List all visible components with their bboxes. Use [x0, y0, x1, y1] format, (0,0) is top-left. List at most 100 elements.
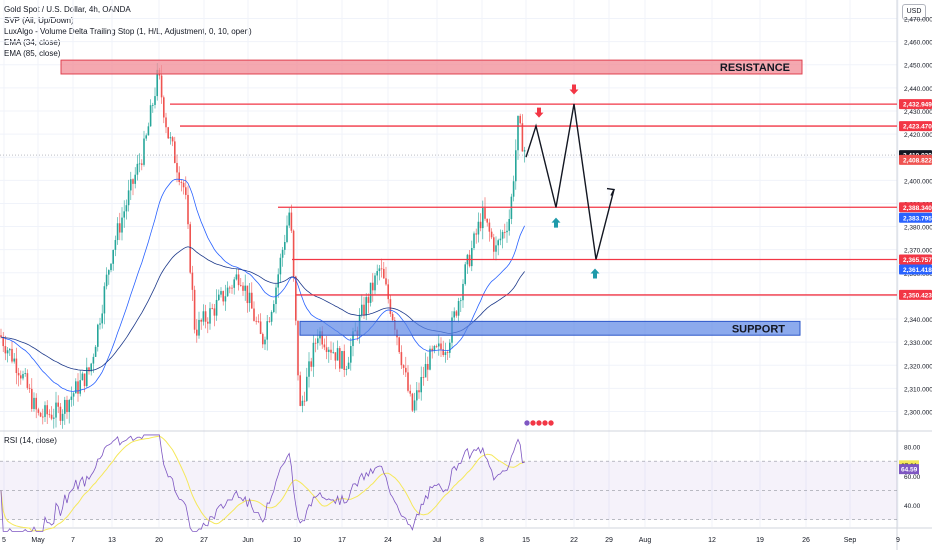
- candle[interactable]: [482, 208, 484, 229]
- candle[interactable]: [61, 413, 64, 421]
- candle[interactable]: [224, 296, 227, 302]
- candle[interactable]: [198, 319, 200, 336]
- candle[interactable]: [284, 242, 286, 250]
- candle[interactable]: [11, 348, 13, 362]
- candle[interactable]: [242, 285, 244, 291]
- candle[interactable]: [143, 138, 145, 165]
- candle[interactable]: [383, 268, 385, 279]
- candle[interactable]: [145, 135, 147, 139]
- candle[interactable]: [174, 141, 176, 163]
- candle[interactable]: [42, 416, 44, 418]
- candle[interactable]: [26, 373, 29, 388]
- candle[interactable]: [310, 361, 312, 367]
- candle[interactable]: [185, 187, 187, 195]
- candle[interactable]: [108, 270, 110, 275]
- event-icon[interactable]: [547, 419, 555, 427]
- candle[interactable]: [226, 287, 229, 297]
- candle[interactable]: [328, 349, 330, 352]
- candle[interactable]: [112, 249, 114, 264]
- candle[interactable]: [407, 372, 409, 391]
- candle[interactable]: [457, 301, 460, 316]
- legend-title[interactable]: Gold Spot / U.S. Dollar, 4h, OANDA: [4, 5, 131, 14]
- candle[interactable]: [6, 350, 9, 354]
- candle[interactable]: [299, 375, 301, 406]
- candle[interactable]: [506, 230, 508, 233]
- candle[interactable]: [405, 367, 407, 373]
- candle[interactable]: [508, 218, 510, 231]
- candle[interactable]: [50, 414, 53, 419]
- candle[interactable]: [473, 233, 475, 249]
- candle[interactable]: [114, 240, 117, 250]
- candle[interactable]: [497, 240, 499, 246]
- candle[interactable]: [105, 274, 108, 287]
- candle[interactable]: [519, 115, 521, 124]
- candle[interactable]: [64, 399, 66, 414]
- candle[interactable]: [416, 390, 418, 401]
- legend-indicator-ema85[interactable]: EMA (85, close): [4, 49, 61, 58]
- candle[interactable]: [389, 299, 392, 314]
- candle[interactable]: [77, 381, 79, 394]
- candle[interactable]: [420, 377, 422, 393]
- candle[interactable]: [222, 291, 224, 302]
- candle[interactable]: [136, 163, 139, 175]
- candle[interactable]: [233, 279, 235, 288]
- candle[interactable]: [141, 163, 143, 165]
- candle[interactable]: [275, 287, 277, 305]
- candle[interactable]: [277, 274, 279, 288]
- candle[interactable]: [176, 162, 178, 173]
- candle[interactable]: [59, 406, 62, 421]
- candle[interactable]: [248, 292, 251, 304]
- candle[interactable]: [264, 339, 266, 345]
- candle[interactable]: [235, 274, 238, 280]
- candle[interactable]: [101, 313, 103, 324]
- candle[interactable]: [127, 190, 130, 206]
- candle[interactable]: [244, 285, 246, 291]
- candle[interactable]: [171, 137, 174, 142]
- candle[interactable]: [187, 194, 189, 225]
- candle[interactable]: [336, 348, 339, 361]
- candle[interactable]: [121, 217, 123, 233]
- legend-indicator-luxalgo[interactable]: LuxAlgo - Volume Delta Trailing Stop (1,…: [4, 27, 252, 36]
- candle[interactable]: [369, 282, 372, 303]
- candle[interactable]: [374, 275, 376, 291]
- candle[interactable]: [290, 212, 293, 231]
- candle[interactable]: [94, 346, 97, 357]
- candle[interactable]: [237, 274, 240, 286]
- candle[interactable]: [90, 363, 92, 372]
- candle[interactable]: [477, 221, 480, 235]
- candle[interactable]: [279, 257, 282, 275]
- candle[interactable]: [301, 400, 304, 406]
- candle[interactable]: [444, 352, 447, 356]
- candle[interactable]: [281, 249, 284, 258]
- candle[interactable]: [204, 311, 207, 322]
- candle[interactable]: [259, 321, 262, 334]
- candle[interactable]: [200, 319, 202, 322]
- candle[interactable]: [22, 374, 24, 379]
- candle[interactable]: [83, 373, 86, 387]
- candle[interactable]: [119, 223, 121, 233]
- candle[interactable]: [460, 300, 462, 302]
- candle[interactable]: [429, 348, 431, 370]
- candle[interactable]: [347, 362, 350, 369]
- candle[interactable]: [66, 399, 68, 413]
- candle[interactable]: [167, 127, 169, 139]
- legend-indicator-svp[interactable]: SVP (All, Up/Down): [4, 16, 74, 25]
- candle[interactable]: [169, 137, 172, 139]
- candle[interactable]: [464, 264, 466, 284]
- candle[interactable]: [343, 351, 345, 370]
- event-icon[interactable]: [529, 419, 537, 427]
- candle[interactable]: [110, 263, 112, 271]
- candle[interactable]: [154, 96, 156, 105]
- candle[interactable]: [402, 365, 405, 368]
- candle[interactable]: [295, 276, 297, 321]
- candle[interactable]: [424, 363, 427, 378]
- candle[interactable]: [372, 282, 374, 291]
- candle[interactable]: [193, 289, 196, 330]
- candle[interactable]: [323, 344, 326, 348]
- candle[interactable]: [240, 285, 242, 286]
- candle[interactable]: [138, 163, 141, 165]
- candle[interactable]: [378, 268, 381, 272]
- candle[interactable]: [220, 291, 222, 295]
- support-zone[interactable]: [299, 320, 801, 336]
